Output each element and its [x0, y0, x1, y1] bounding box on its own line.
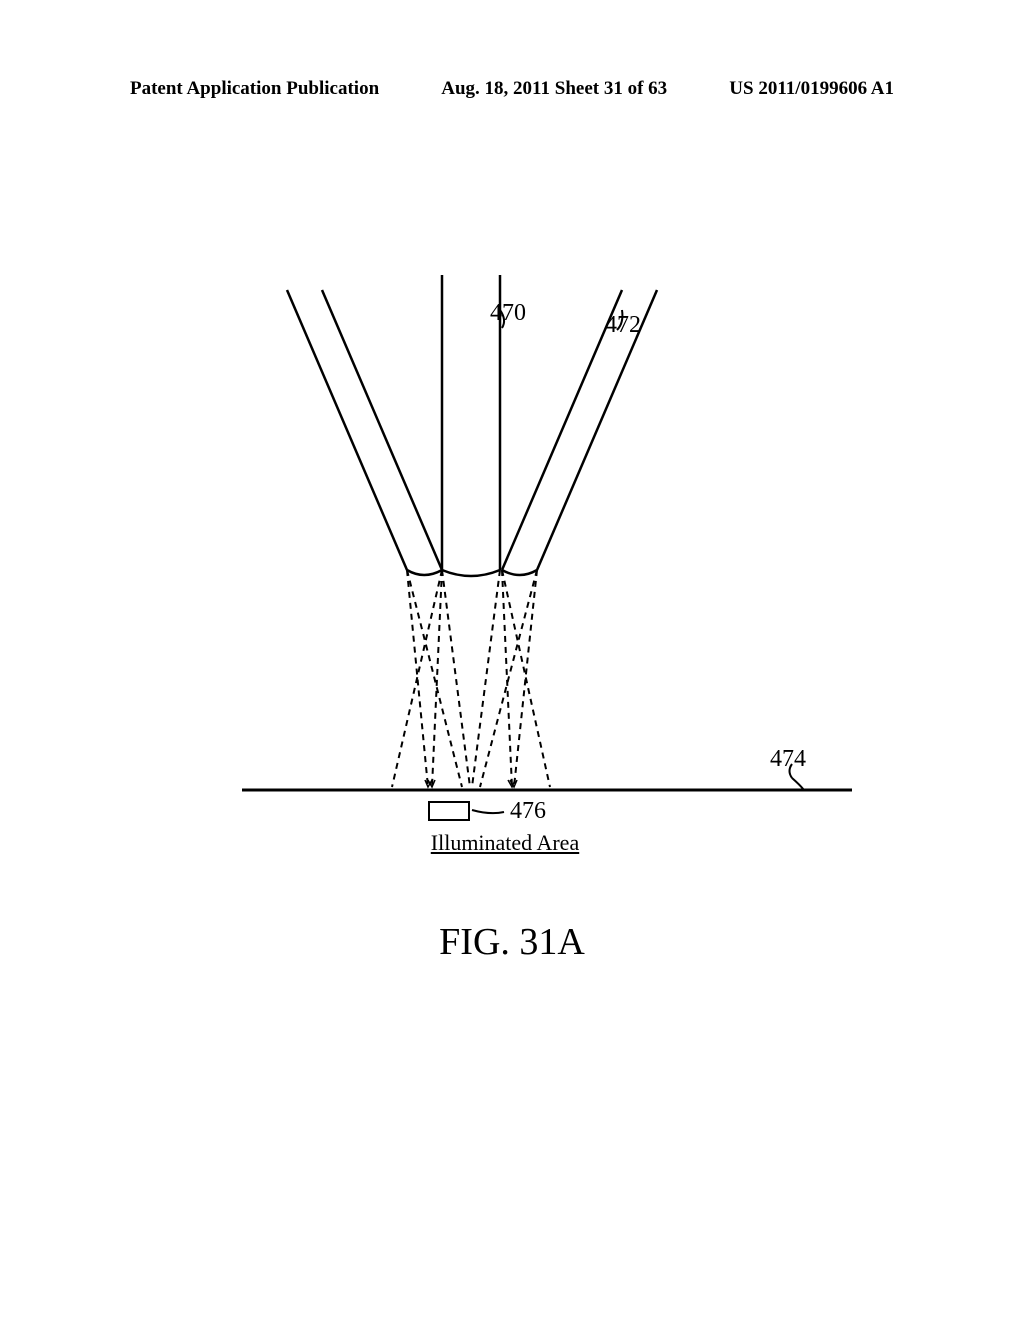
figure-container: 470 472 474 476 — [0, 270, 1024, 970]
ref-label-472: 472 — [605, 312, 641, 339]
illuminated-area-label: Illuminated Area — [415, 830, 595, 856]
page-header: Patent Application Publication Aug. 18, … — [0, 78, 1024, 100]
ref-label-476: 476 — [510, 798, 546, 825]
ref-label-474: 474 — [770, 746, 806, 773]
header-publication: Patent Application Publication — [130, 78, 379, 100]
figure-title: FIG. 31A — [0, 920, 1024, 964]
header-patent-number: US 2011/0199606 A1 — [729, 78, 894, 100]
header-date-sheet: Aug. 18, 2011 Sheet 31 of 63 — [441, 78, 667, 100]
ref-label-470: 470 — [490, 300, 526, 327]
